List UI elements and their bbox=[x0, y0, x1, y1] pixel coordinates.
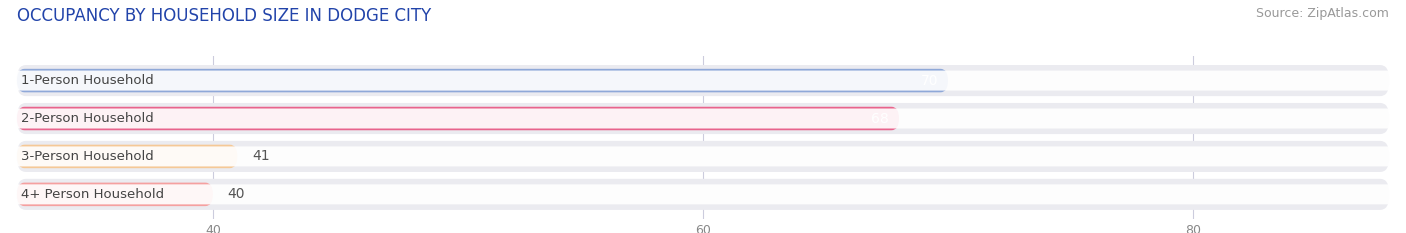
Text: 4+ Person Household: 4+ Person Household bbox=[21, 188, 163, 201]
FancyBboxPatch shape bbox=[17, 103, 1389, 134]
Text: OCCUPANCY BY HOUSEHOLD SIZE IN DODGE CITY: OCCUPANCY BY HOUSEHOLD SIZE IN DODGE CIT… bbox=[17, 7, 432, 25]
FancyBboxPatch shape bbox=[17, 141, 1389, 172]
Text: 3-Person Household: 3-Person Household bbox=[21, 150, 153, 163]
FancyBboxPatch shape bbox=[10, 147, 1406, 166]
Text: 2-Person Household: 2-Person Household bbox=[21, 112, 153, 125]
FancyBboxPatch shape bbox=[17, 183, 212, 206]
Text: 41: 41 bbox=[252, 149, 270, 163]
Text: 1-Person Household: 1-Person Household bbox=[21, 74, 153, 87]
Text: 70: 70 bbox=[921, 74, 938, 88]
FancyBboxPatch shape bbox=[17, 69, 948, 92]
FancyBboxPatch shape bbox=[10, 184, 1406, 204]
Text: 68: 68 bbox=[872, 112, 889, 126]
Text: 40: 40 bbox=[228, 187, 245, 201]
FancyBboxPatch shape bbox=[10, 71, 1406, 91]
FancyBboxPatch shape bbox=[17, 145, 238, 168]
FancyBboxPatch shape bbox=[17, 107, 898, 130]
FancyBboxPatch shape bbox=[10, 109, 1406, 129]
Text: Source: ZipAtlas.com: Source: ZipAtlas.com bbox=[1256, 7, 1389, 20]
FancyBboxPatch shape bbox=[17, 179, 1389, 210]
FancyBboxPatch shape bbox=[17, 65, 1389, 96]
